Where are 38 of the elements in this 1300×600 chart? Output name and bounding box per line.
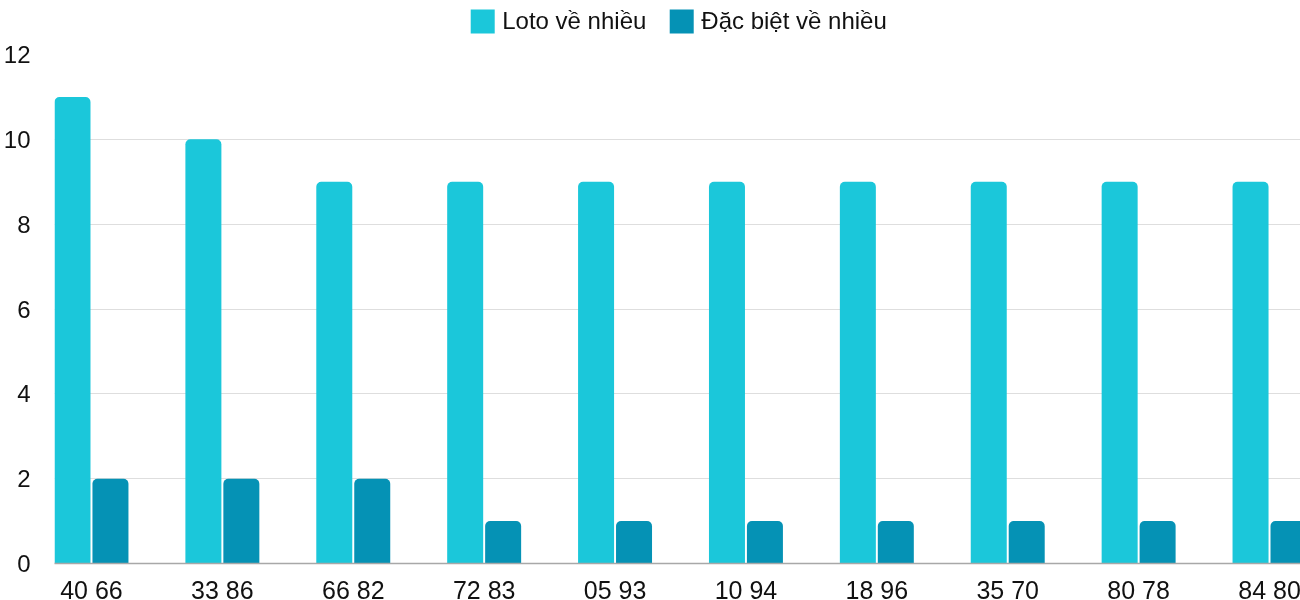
- bar: [708, 181, 745, 564]
- bar: [92, 478, 129, 564]
- bar: [877, 521, 914, 564]
- bar: [1232, 181, 1269, 564]
- x-tick-label: 35 70: [976, 575, 1040, 600]
- x-tick-label: 66 82: [321, 575, 385, 600]
- x-tick-label: 33 86: [191, 575, 254, 600]
- bar: [1008, 521, 1045, 564]
- bar: [447, 181, 484, 564]
- x-tick-label: 10 94: [714, 575, 778, 600]
- x-tick-label: 72 83: [452, 575, 516, 600]
- bar: [839, 181, 876, 564]
- bar: [616, 521, 653, 564]
- bar: [485, 521, 522, 564]
- y-tick-label: 10: [3, 125, 31, 153]
- x-tick-label: 80 78: [1107, 575, 1170, 600]
- bar: [746, 521, 783, 564]
- x-tick-label: 18 96: [845, 575, 909, 600]
- x-tick-label: 05 93: [583, 575, 647, 600]
- x-tick-label: 84 80: [1238, 575, 1300, 600]
- bar: [578, 181, 615, 564]
- y-tick-label: 4: [17, 380, 31, 408]
- bar: [354, 478, 391, 564]
- legend-label: Đặc biệt về nhiều: [701, 7, 887, 35]
- bar: [970, 181, 1007, 564]
- legend-label: Loto về nhiều: [502, 7, 647, 35]
- bar: [223, 478, 260, 564]
- y-tick-label: 12: [3, 41, 31, 68]
- y-tick-label: 2: [17, 465, 31, 493]
- bar: [1139, 521, 1176, 564]
- y-tick-label: 6: [17, 295, 31, 323]
- x-tick-label: 40 66: [60, 575, 123, 600]
- bar: [185, 139, 222, 564]
- y-tick-label: 8: [17, 210, 31, 238]
- bar: [54, 96, 91, 564]
- bar: [316, 181, 353, 564]
- y-tick-label: 0: [17, 550, 31, 577]
- bar: [1101, 181, 1138, 564]
